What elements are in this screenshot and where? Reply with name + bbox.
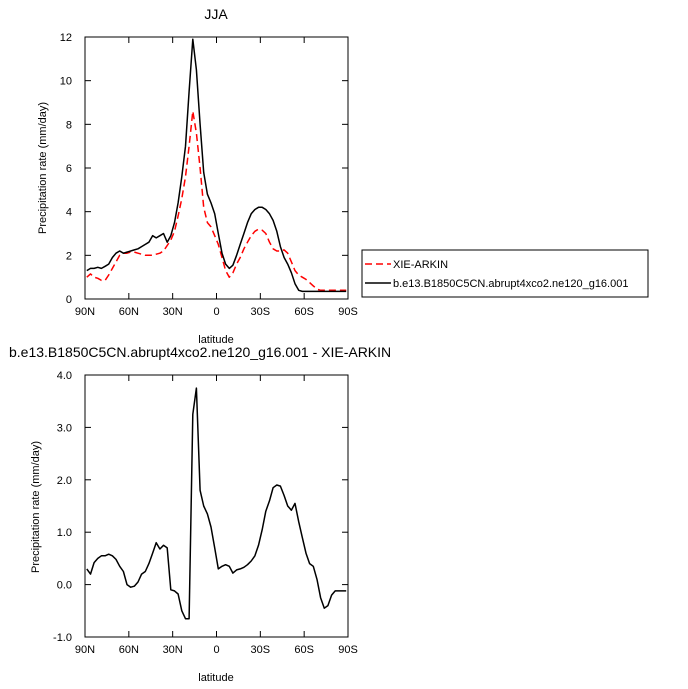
x-tick-label: 60N bbox=[119, 306, 139, 318]
plot-frame bbox=[84, 374, 349, 638]
y-tick-label: -1.0 bbox=[53, 632, 72, 644]
legend-box bbox=[361, 249, 649, 298]
x-tick-label: 60S bbox=[294, 644, 314, 656]
y-tick-label: 2.0 bbox=[57, 475, 72, 487]
y-tick-label: 10 bbox=[60, 76, 72, 88]
x-tick-label: 30S bbox=[251, 306, 271, 318]
chart-title: b.e13.B1850C5CN.abrupt4xco2.ne120_g16.00… bbox=[9, 344, 391, 360]
x-tick-label: 60N bbox=[119, 644, 139, 656]
chart-title: JJA bbox=[204, 6, 228, 22]
x-tick-label: 90S bbox=[338, 644, 358, 656]
y-axis-label: Precipitation rate (mm/day) bbox=[37, 102, 49, 234]
series-line-0 bbox=[86, 387, 347, 620]
x-tick-label: 0 bbox=[213, 306, 219, 318]
x-tick-label: 60S bbox=[294, 306, 314, 318]
x-tick-label: 90S bbox=[338, 306, 358, 318]
y-tick-label: 0 bbox=[66, 294, 72, 306]
y-tick-label: 8 bbox=[66, 119, 72, 131]
x-tick-label: 0 bbox=[213, 644, 219, 656]
legend-label-model: b.e13.B1850C5CN.abrupt4xco2.ne120_g16.00… bbox=[393, 278, 628, 290]
y-tick-label: 4 bbox=[66, 207, 72, 219]
legend: XIE-ARKIN b.e13.B1850C5CN.abrupt4xco2.ne… bbox=[361, 249, 649, 298]
x-tick-label: 30S bbox=[251, 644, 271, 656]
y-tick-label: 6 bbox=[66, 163, 72, 175]
x-axis-label: latitude bbox=[198, 672, 233, 684]
y-axis-label: Precipitation rate (mm/day) bbox=[30, 441, 42, 573]
x-tick-label: 30N bbox=[163, 644, 183, 656]
series-line-1 bbox=[86, 38, 347, 293]
plot-frame bbox=[84, 36, 349, 300]
x-tick-label: 30N bbox=[163, 306, 183, 318]
x-tick-label: 90N bbox=[75, 306, 95, 318]
y-tick-label: 1.0 bbox=[57, 527, 72, 539]
y-tick-label: 3.0 bbox=[57, 422, 72, 434]
y-tick-label: 2 bbox=[66, 250, 72, 262]
y-tick-label: 12 bbox=[60, 32, 72, 44]
legend-label-xie-arkin: XIE-ARKIN bbox=[393, 259, 448, 271]
series-line-0 bbox=[86, 110, 347, 292]
x-tick-label: 90N bbox=[75, 644, 95, 656]
difference-chart: b.e13.B1850C5CN.abrupt4xco2.ne120_g16.00… bbox=[9, 344, 391, 684]
y-tick-label: 0.0 bbox=[57, 580, 72, 592]
jja-precip-chart: JJA 90N 60N 30N 0 30S 60S 90S 0 2 4 6 8 10 12 latitud… bbox=[37, 6, 649, 346]
x-axis-label: latitude bbox=[198, 334, 233, 346]
y-tick-label: 4.0 bbox=[57, 370, 72, 382]
